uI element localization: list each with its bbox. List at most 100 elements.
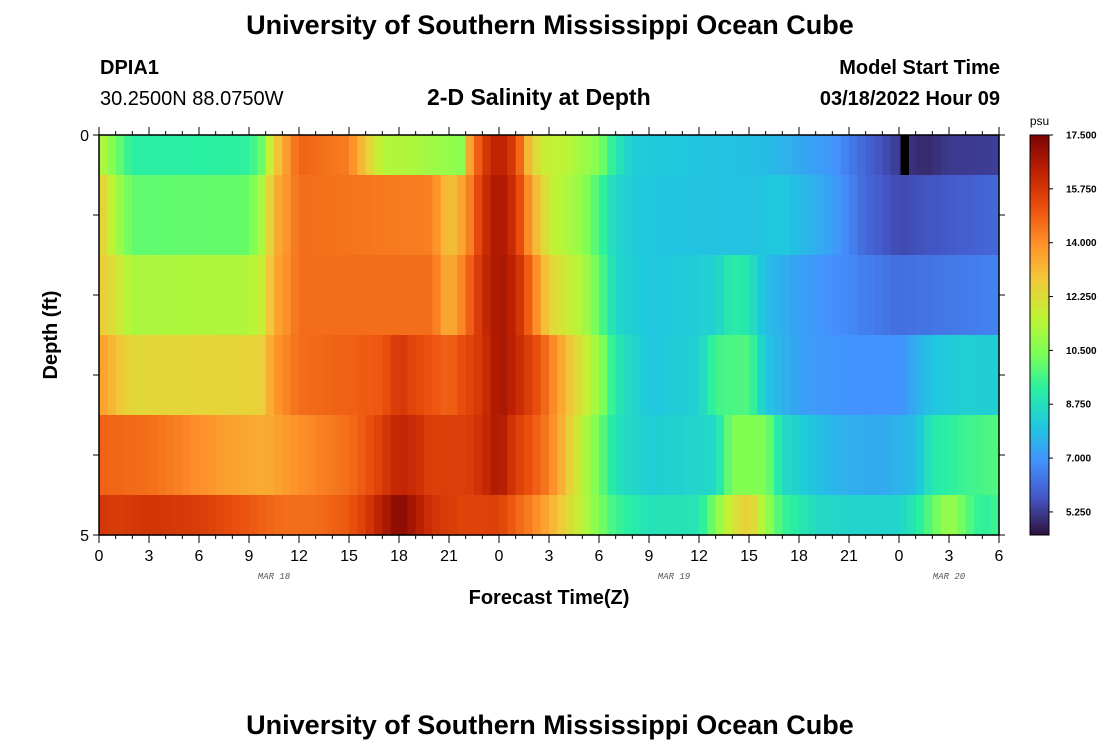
heatmap-cell	[407, 135, 417, 176]
heatmap-cell	[865, 255, 875, 336]
heatmap-cell	[190, 175, 200, 256]
heatmap-cell	[174, 255, 183, 336]
x-tick-label: 0	[95, 548, 104, 565]
heatmap-cell	[415, 175, 425, 256]
x-tick-label: 0	[495, 548, 504, 565]
heatmap-cell	[699, 335, 708, 416]
heatmap-cell	[590, 335, 600, 416]
heatmap-cell	[557, 415, 567, 496]
colorbar-tick-label: 17.500	[1066, 131, 1097, 142]
heatmap-cell	[157, 135, 167, 176]
heatmap-cell	[882, 175, 892, 256]
heatmap-cell	[940, 335, 950, 416]
heatmap-cell	[632, 415, 642, 496]
heatmap-cell	[774, 255, 783, 336]
heatmap-cell	[332, 335, 342, 416]
x-tick-label: 21	[440, 548, 458, 565]
heatmap-cell	[415, 495, 425, 536]
heatmap-cell	[424, 495, 433, 536]
heatmap-cell	[690, 255, 700, 336]
heatmap-cell	[674, 255, 683, 336]
heatmap-cell	[840, 255, 850, 336]
heatmap-cell	[915, 175, 925, 256]
heatmap-cell	[799, 175, 808, 256]
x-date-label: MAR 19	[658, 572, 691, 582]
heatmap-cell	[382, 415, 392, 496]
heatmap-cell	[832, 175, 842, 256]
heatmap-cell	[515, 335, 525, 416]
heatmap-cell	[182, 175, 192, 256]
heatmap-cell	[157, 255, 167, 336]
heatmap-cell	[107, 335, 117, 416]
heatmap-cell	[215, 495, 225, 536]
heatmap-cell	[874, 335, 883, 416]
heatmap-cell	[207, 135, 217, 176]
station-id: DPIA1	[100, 57, 159, 79]
heatmap-cell	[824, 135, 833, 176]
heatmap-cell	[890, 175, 900, 256]
heatmap-cell	[524, 415, 533, 496]
heatmap-cell	[649, 335, 658, 416]
heatmap-cell	[557, 175, 567, 256]
heatmap-cell	[265, 255, 275, 336]
heatmap-cells	[99, 135, 1000, 536]
heatmap-cell	[949, 135, 958, 176]
heatmap-cell	[815, 175, 825, 256]
heatmap-cell	[565, 495, 575, 536]
heatmap-cell	[832, 135, 842, 176]
heatmap-cell	[640, 175, 650, 256]
heatmap-cell	[307, 415, 317, 496]
heatmap-cell	[199, 335, 208, 416]
heatmap-cell	[790, 495, 800, 536]
heatmap-cell	[965, 175, 975, 256]
heatmap-cell	[849, 255, 858, 336]
heatmap-cell	[357, 495, 367, 536]
heatmap-cell	[199, 175, 208, 256]
heatmap-cell	[807, 135, 817, 176]
x-tick-label: 0	[895, 548, 904, 565]
heatmap-cell	[815, 135, 825, 176]
x-axis-label: Forecast Time(Z)	[469, 587, 630, 609]
heatmap-cell	[182, 415, 192, 496]
heatmap-cell	[974, 135, 983, 176]
heatmap-cell	[765, 415, 775, 496]
heatmap-cell	[174, 495, 183, 536]
y-axis: 05	[80, 128, 1005, 545]
plot-title: 2-D Salinity at Depth	[427, 84, 651, 110]
heatmap-cell	[865, 415, 875, 496]
heatmap-cell	[532, 175, 542, 256]
heatmap-cell	[540, 335, 550, 416]
heatmap-cell	[440, 255, 450, 336]
heatmap-cell	[507, 135, 517, 176]
heatmap-cell	[399, 335, 408, 416]
heatmap-cell	[865, 135, 875, 176]
heatmap-cell	[615, 335, 625, 416]
heatmap-cell	[674, 175, 683, 256]
colorbar-unit: psu	[1030, 114, 1049, 128]
heatmap-cell	[774, 175, 783, 256]
heatmap-cell	[982, 175, 992, 256]
heatmap-cell	[432, 255, 442, 336]
heatmap-cell	[890, 495, 900, 536]
heatmap-cell	[315, 255, 325, 336]
heatmap-cell	[232, 255, 242, 336]
heatmap-cell	[557, 135, 567, 176]
heatmap-cell	[590, 415, 600, 496]
heatmap-cell	[957, 415, 967, 496]
heatmap-cell	[599, 175, 608, 256]
heatmap-cell	[699, 415, 708, 496]
heatmap-cell	[382, 175, 392, 256]
heatmap-cell	[940, 135, 950, 176]
heatmap-cell	[774, 135, 783, 176]
heatmap-cell	[899, 415, 908, 496]
heatmap-cell	[282, 135, 292, 176]
heatmap-cell	[540, 495, 550, 536]
heatmap-cell	[207, 415, 217, 496]
heatmap-cell	[532, 135, 542, 176]
heatmap-cell	[315, 135, 325, 176]
heatmap-cell	[899, 175, 908, 256]
heatmap-cell	[890, 255, 900, 336]
heatmap-cell	[465, 335, 475, 416]
heatmap-cell	[182, 135, 192, 176]
heatmap-cell	[407, 495, 417, 536]
